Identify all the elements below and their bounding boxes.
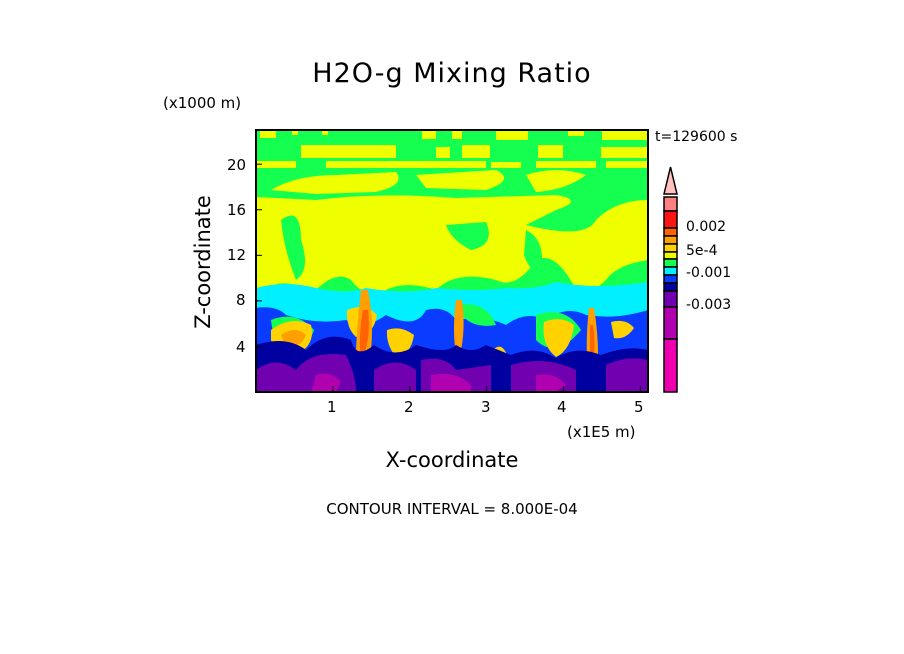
contour-upper-yellow [256, 130, 648, 294]
colorbar-segment [663, 266, 678, 276]
colorbar-segment [663, 338, 678, 393]
contour-green-intrusions [281, 215, 542, 280]
x-tick-label: 4 [557, 398, 567, 416]
y-tick-label: 16 [227, 201, 247, 219]
contour-red-orange-cores [359, 310, 595, 360]
colorbar [663, 166, 678, 393]
time-label: t=129600 s [655, 129, 738, 145]
colorbar-segment [663, 227, 678, 237]
x-tick-label: 1 [327, 398, 337, 416]
y-tick-label: 4 [236, 338, 246, 356]
contour-magenta-patches [311, 373, 566, 392]
colorbar-label: -0.003 [686, 297, 732, 313]
x-tick-label: 5 [634, 398, 644, 416]
colorbar-segment [663, 243, 678, 253]
colorbar-segment [663, 290, 678, 308]
colorbar-segment [663, 251, 678, 260]
colorbar-segment [663, 306, 678, 340]
colorbar-segment [663, 274, 678, 284]
y-unit-label: (x1000 m) [163, 94, 242, 112]
x-tick-label: 2 [404, 398, 414, 416]
contour-interval-label: CONTOUR INTERVAL = 8.000E-04 [326, 500, 578, 518]
x-unit-label: (x1E5 m) [567, 423, 636, 441]
contour-field [255, 129, 649, 393]
colorbar-label: 5e-4 [686, 243, 718, 259]
colorbar-segment [663, 282, 678, 292]
plot-frame [255, 129, 649, 393]
colorbar-overflow-triangle [663, 166, 678, 195]
colorbar-label: -0.001 [686, 265, 732, 281]
x-axis-label: X-coordinate [385, 448, 519, 472]
colorbar-segment [663, 258, 678, 268]
colorbar-segment [663, 196, 678, 212]
x-tick-label: 3 [481, 398, 491, 416]
colorbar-label: 0.002 [686, 219, 727, 235]
colorbar-segment [663, 235, 678, 245]
y-tick-label: 12 [227, 246, 247, 264]
y-tick-label: 8 [236, 291, 246, 309]
chart-title: H2O-g Mixing Ratio [312, 58, 592, 89]
y-tick-label: 20 [227, 156, 247, 174]
colorbar-segment [663, 210, 678, 229]
